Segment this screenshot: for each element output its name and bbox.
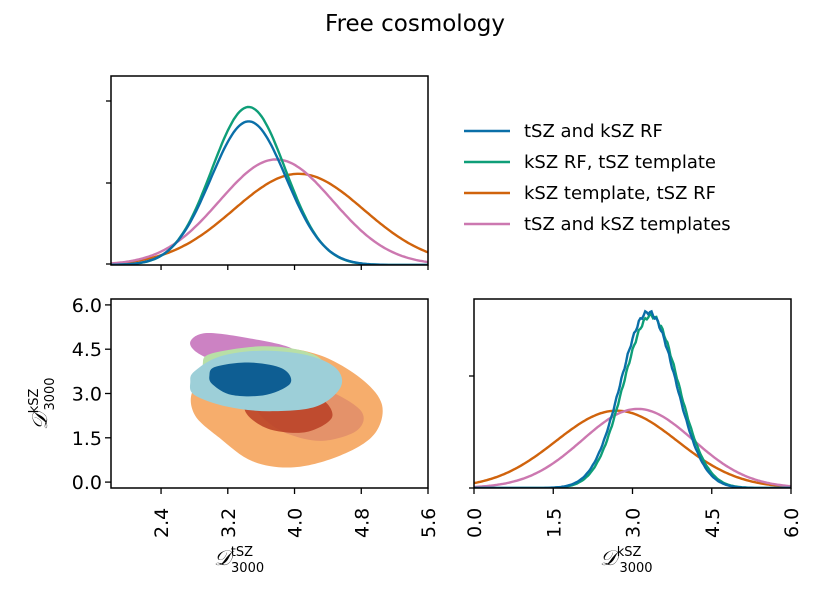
ksz-xtick-label-2: 3.0 — [623, 508, 645, 538]
joint-ytick-label-3: 4.5 — [72, 339, 102, 361]
contour-blue-core — [209, 362, 292, 397]
ksz-xtick-label-1: 1.5 — [543, 508, 565, 538]
tsz-marginal-curve-3 — [111, 158, 428, 265]
x-axis-label-tsz: 𝒟tSZ 3000 — [214, 545, 264, 576]
tsz-marginal-frame — [110, 75, 429, 266]
ksz-marginal-frame — [473, 298, 792, 489]
tsz-marginal-panel — [106, 75, 429, 270]
ksz-marginal-curve-2 — [474, 409, 791, 488]
legend-item-0: tSZ and kSZ RF — [464, 121, 663, 142]
joint-xtick-label-1: 3.2 — [218, 508, 240, 538]
ksz-xtick-label-0: 0.0 — [464, 508, 486, 538]
ksz-xtick-label-3: 4.5 — [702, 508, 724, 538]
legend-item-1: kSZ RF, tSZ template — [464, 152, 716, 173]
joint-ytick-label-0: 0.0 — [72, 472, 102, 494]
tsz-marginal-curve-2 — [111, 172, 428, 265]
ksz-marginal-curve-0 — [474, 309, 791, 488]
legend-item-2: kSZ template, tSZ RF — [464, 183, 716, 204]
legend-label-3: tSZ and kSZ templates — [524, 214, 731, 235]
joint-xtick-label-0: 2.4 — [151, 508, 173, 538]
y-axis-label-ksz: 𝒟kSZ3000 — [27, 377, 58, 430]
joint-ytick-label-4: 6.0 — [72, 295, 102, 317]
tsz-marginal-curve-0 — [111, 120, 428, 265]
joint-xtick-label-3: 4.8 — [351, 508, 373, 538]
joint-ytick-label-2: 3.0 — [72, 384, 102, 406]
tsz-marginal-curve-1 — [111, 105, 428, 265]
legend-label-2: kSZ template, tSZ RF — [524, 183, 716, 204]
legend: tSZ and kSZ RF kSZ RF, tSZ template kSZ te… — [464, 121, 731, 235]
ksz-marginal-curve-3 — [474, 407, 791, 488]
legend-label-1: kSZ RF, tSZ template — [524, 152, 716, 173]
joint-xtick-label-2: 4.0 — [285, 508, 307, 538]
joint-xtick-label-4: 5.6 — [418, 508, 440, 538]
x-axis-label-ksz: 𝒟kSZ 3000 — [600, 545, 653, 576]
legend-label-0: tSZ and kSZ RF — [524, 121, 663, 142]
ksz-marginal-panel: 0.0 1.5 3.0 4.5 6.0 — [464, 298, 803, 538]
legend-item-3: tSZ and kSZ templates — [464, 214, 731, 235]
figure-title: Free cosmology — [325, 11, 505, 37]
joint-ytick-label-1: 1.5 — [72, 428, 102, 450]
joint-posterior-panel: 2.4 3.2 4.0 4.8 5.6 0.0 1.5 3.0 4.5 6.0 — [72, 295, 440, 538]
ksz-xtick-label-4: 6.0 — [781, 508, 803, 538]
